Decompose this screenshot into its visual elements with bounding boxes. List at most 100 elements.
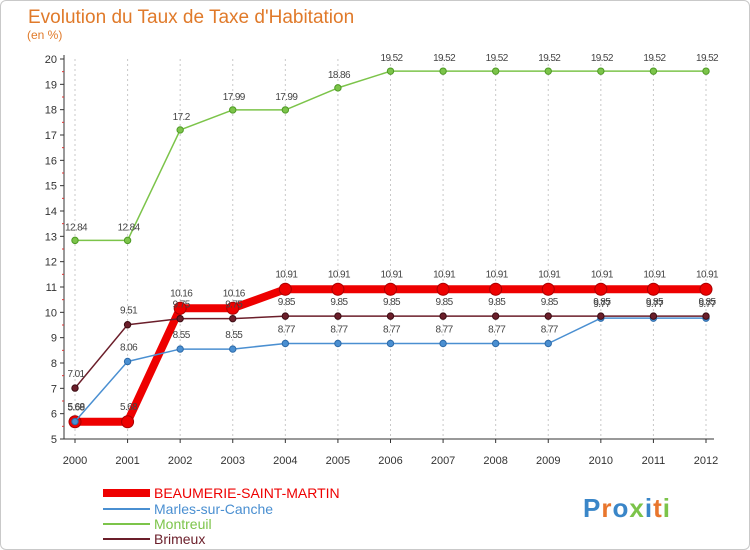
data-label-montreuil: 19.52 (591, 53, 614, 64)
data-point-marles-sur-canche (281, 339, 290, 348)
proxiti-logo: Proxiti (583, 493, 671, 523)
data-label-montreuil: 19.52 (696, 53, 719, 64)
data-point-marles-sur-canche (386, 339, 395, 348)
data-point-marles-sur-canche (334, 339, 342, 348)
data-label-beaumerie-saint-martin: 10.91 (433, 269, 456, 280)
y-tick-label: 11 (46, 282, 57, 294)
x-tick-label: 2007 (431, 455, 455, 467)
data-point-montreuil (597, 67, 605, 75)
y-tick-label: 10 (45, 307, 57, 319)
data-label-marles-sur-canche: 8.55 (173, 330, 191, 341)
data-point-brimeux (71, 384, 79, 392)
y-tick-label: 15 (45, 181, 57, 193)
data-label-montreuil: 12.84 (65, 222, 88, 233)
legend-label-marles-sur-canche: Marles-sur-Canche (154, 501, 273, 517)
data-point-beaumerie-saint-martin (489, 282, 503, 296)
data-label-beaumerie-saint-martin: 10.91 (275, 269, 298, 280)
data-point-beaumerie-saint-martin (436, 282, 450, 296)
data-label-montreuil: 17.99 (223, 92, 246, 103)
x-tick-label: 2004 (273, 455, 297, 467)
data-label-marles-sur-canche: 8.77 (541, 324, 559, 335)
data-point-marles-sur-canche (439, 339, 447, 348)
data-point-montreuil (386, 67, 395, 75)
data-label-montreuil: 19.52 (643, 53, 666, 64)
y-tick-label: 14 (45, 206, 57, 218)
y-tick-label: 16 (45, 155, 57, 167)
data-point-montreuil (702, 67, 710, 75)
data-label-brimeux: 9.85 (278, 297, 296, 308)
data-point-brimeux (702, 312, 710, 320)
legend: BEAUMERIE-SAINT-MARTINMarles-sur-CancheM… (103, 485, 340, 547)
data-point-montreuil (491, 67, 500, 75)
logo-letter: i (645, 493, 653, 523)
data-point-beaumerie-saint-martin (331, 282, 345, 296)
data-label-brimeux: 9.85 (541, 297, 559, 308)
data-label-marles-sur-canche: 8.77 (436, 324, 454, 335)
data-label-brimeux: 7.01 (67, 369, 85, 380)
data-point-beaumerie-saint-martin (226, 301, 240, 315)
data-point-beaumerie-saint-martin (541, 282, 555, 296)
x-tick-label: 2000 (63, 455, 87, 467)
data-label-brimeux: 9.51 (120, 306, 138, 317)
data-point-marles-sur-canche (176, 345, 184, 353)
data-label-beaumerie-saint-martin: 10.91 (380, 269, 403, 280)
data-label-beaumerie-saint-martin: 10.91 (538, 269, 561, 280)
y-tick-label: 8 (51, 358, 57, 370)
data-label-montreuil: 17.2 (173, 112, 191, 123)
x-tick-label: 2008 (483, 455, 507, 467)
data-label-beaumerie-saint-martin: 10.91 (328, 269, 351, 280)
data-label-montreuil: 18.86 (328, 70, 351, 81)
data-label-brimeux: 9.75 (173, 300, 191, 311)
data-point-beaumerie-saint-martin (384, 282, 397, 296)
data-label-marles-sur-canche: 9.77 (593, 299, 611, 310)
data-point-brimeux (176, 314, 184, 323)
data-point-montreuil (229, 106, 237, 114)
logo-wordmark: Proxiti (583, 493, 671, 523)
data-label-brimeux: 9.85 (436, 297, 454, 308)
data-label-montreuil: 19.52 (486, 53, 509, 64)
y-tick-label: 12 (45, 257, 57, 269)
x-tick-label: 2001 (115, 455, 139, 467)
data-point-brimeux (281, 312, 290, 320)
logo-letter: P (583, 493, 601, 523)
grid (74, 59, 707, 439)
data-label-beaumerie-saint-martin: 10.91 (591, 269, 614, 280)
data-point-montreuil (71, 236, 79, 245)
y-tick-label: 20 (45, 54, 57, 66)
x-tick-label: 2009 (536, 455, 560, 467)
data-label-brimeux: 9.85 (330, 297, 348, 308)
x-tick-label: 2002 (168, 455, 192, 467)
data-point-montreuil (176, 126, 184, 134)
data-point-marles-sur-canche (491, 339, 500, 348)
logo-letter: x (629, 493, 644, 523)
data-label-montreuil: 19.52 (538, 53, 561, 64)
data-label-montreuil: 19.52 (380, 53, 403, 64)
data-label-brimeux: 9.85 (646, 297, 664, 308)
data-label-montreuil: 12.84 (118, 222, 141, 233)
legend-label-brimeux: Brimeux (154, 531, 205, 547)
data-point-marles-sur-canche (229, 345, 237, 353)
logo-letter: i (663, 493, 671, 523)
y-tick-label: 7 (51, 383, 57, 395)
data-point-brimeux (123, 321, 132, 329)
data-label-beaumerie-saint-martin: 5.68 (120, 402, 138, 413)
data-point-marles-sur-canche (71, 417, 79, 426)
data-point-montreuil (649, 67, 658, 75)
data-label-brimeux: 9.85 (383, 297, 401, 308)
data-point-beaumerie-saint-martin (646, 282, 660, 296)
data-label-marles-sur-canche: 5.69 (67, 403, 85, 414)
series-lines (68, 67, 713, 429)
data-point-marles-sur-canche (544, 339, 552, 348)
data-point-brimeux (439, 312, 447, 320)
data-point-montreuil (334, 84, 342, 92)
x-tick-label: 2012 (694, 455, 718, 467)
data-label-beaumerie-saint-martin: 10.91 (696, 269, 719, 280)
data-point-brimeux (386, 312, 395, 320)
data-label-brimeux: 9.85 (698, 297, 716, 308)
logo-letter: o (612, 493, 629, 523)
logo-letter: t (653, 493, 663, 523)
data-label-marles-sur-canche: 8.77 (383, 324, 401, 335)
data-label-beaumerie-saint-martin: 10.91 (486, 269, 509, 280)
